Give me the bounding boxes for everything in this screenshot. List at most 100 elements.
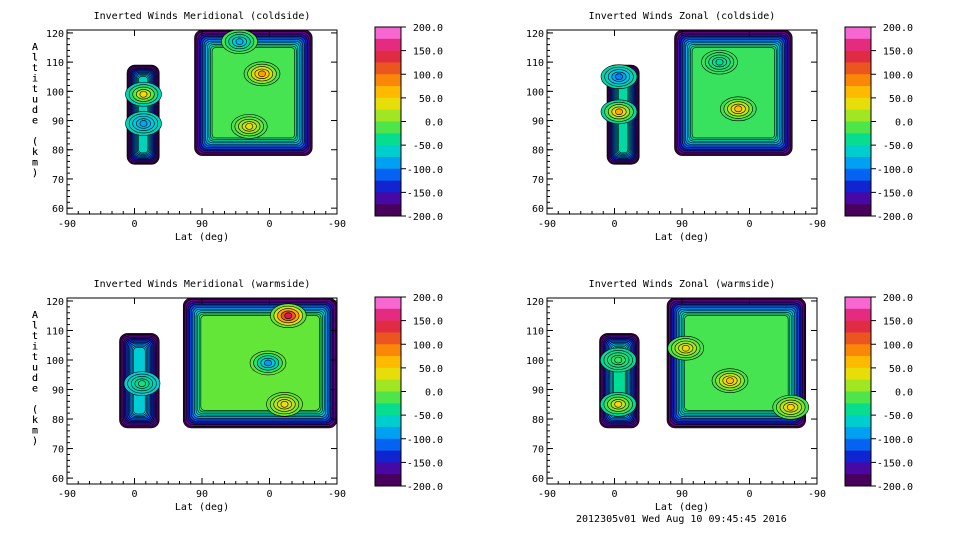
contour-regions <box>125 30 313 165</box>
colorbar-tick-label: 0.0 <box>425 118 443 129</box>
y-tick-label: 120 <box>46 29 64 40</box>
y-tick-label: 70 <box>532 445 544 456</box>
colorbar-tick-label: 150.0 <box>413 317 443 328</box>
x-tick-label: 0 <box>266 489 272 500</box>
x-tick-label: 0 <box>266 219 272 230</box>
colorbar-tick-label: -50.0 <box>883 411 913 422</box>
y-tick-label: 110 <box>526 58 544 69</box>
colorbar-tick-label: 200.0 <box>413 293 443 304</box>
colorbar-segment <box>845 474 871 487</box>
y-axis-label-char: l <box>32 321 38 332</box>
y-axis-label-char: t <box>32 84 38 95</box>
y-axis-label-char <box>32 394 38 405</box>
y-axis-label-char: u <box>32 363 38 374</box>
chart-title: Inverted Winds Zonal (coldside) <box>589 11 776 22</box>
x-tick-label: 0 <box>611 219 617 230</box>
colorbar-segment <box>375 391 401 404</box>
x-tick-label: -90 <box>808 219 826 230</box>
colorbar-tick-label: 50.0 <box>889 364 913 375</box>
contour-feature-1 <box>138 380 146 387</box>
y-axis-label-char: i <box>32 74 38 85</box>
chart-title: Inverted Winds Meridional (coldside) <box>94 11 311 22</box>
colorbar-segment <box>845 438 871 451</box>
contour-feature-2 <box>715 58 724 66</box>
contour-region-1 <box>125 64 162 165</box>
y-tick-label: 110 <box>526 326 544 337</box>
contour-region-1 <box>599 333 640 429</box>
y-axis-label-char: t <box>32 63 38 74</box>
colorbar-segment <box>375 426 401 440</box>
colorbar-segment <box>375 192 401 205</box>
colorbar-segment <box>375 379 401 392</box>
y-tick-label: 100 <box>526 87 544 98</box>
y-tick-label: 70 <box>52 175 64 186</box>
colorbar-tick-label: -150.0 <box>877 458 913 469</box>
y-tick-label: 60 <box>52 204 64 215</box>
contour-regions <box>119 298 337 429</box>
colorbar-segment <box>845 204 871 217</box>
colorbar-segment <box>375 403 401 416</box>
chart-title: Inverted Winds Meridional (warmside) <box>94 279 311 290</box>
y-tick-label: 100 <box>46 356 64 367</box>
contour-feature-2 <box>786 403 795 411</box>
colorbar-segment <box>375 109 401 122</box>
colorbar-tick-label: -150.0 <box>407 458 443 469</box>
y-tick-label: 120 <box>46 297 64 308</box>
colorbar-segment <box>375 86 401 99</box>
y-axis-label-char: m <box>32 426 38 437</box>
y-axis-label-char: ( <box>32 405 38 416</box>
colorbar-segment <box>845 356 871 369</box>
colorbar-segment <box>845 156 871 170</box>
colorbar-tick-label: -150.0 <box>407 188 443 199</box>
y-axis-label-char: m <box>32 158 38 169</box>
colorbar-segment <box>845 109 871 122</box>
colorbar-tick-label: 100.0 <box>413 340 443 351</box>
contour-feature-2 <box>245 123 254 130</box>
colorbar-segment <box>845 297 871 310</box>
y-axis-label-char: i <box>32 74 38 85</box>
colorbar-segment <box>845 27 871 40</box>
x-axis-label: Lat (deg) <box>175 502 229 513</box>
contour-feature-1 <box>139 90 148 98</box>
contour-feature-2 <box>139 120 148 127</box>
colorbar-segment <box>375 121 401 134</box>
y-tick-label: 60 <box>532 474 544 485</box>
y-axis-label-char <box>32 126 38 137</box>
y-tick-label: 110 <box>46 326 64 337</box>
contour-region-2 <box>194 30 313 156</box>
y-tick-label: 60 <box>52 474 64 485</box>
colorbar-segment <box>845 320 871 333</box>
colorbar-tick-label: 100.0 <box>883 70 913 81</box>
colorbar-segment <box>375 320 401 333</box>
y-axis-label-char: ) <box>32 436 38 447</box>
colorbar-tick-label: 200.0 <box>883 23 913 34</box>
y-axis-label-char: d <box>32 373 38 384</box>
colorbar-tick-label: 150.0 <box>883 317 913 328</box>
colorbar-tick-label: -200.0 <box>877 212 913 223</box>
contour-feature-2 <box>615 73 623 81</box>
contour-regions <box>599 298 810 429</box>
contour-feature-1 <box>726 377 734 384</box>
colorbar-segment <box>375 308 401 321</box>
colorbar-segment <box>375 145 401 158</box>
y-tick-label: 90 <box>52 386 64 397</box>
colorbar-segment <box>845 426 871 440</box>
y-axis-label-char: t <box>32 331 38 342</box>
y-tick-label: 70 <box>52 445 64 456</box>
y-axis-label-char: m <box>32 426 38 437</box>
y-tick-label: 80 <box>52 146 64 157</box>
x-tick-label: -90 <box>538 489 556 500</box>
footer-timestamp: 2012305v01 Wed Aug 10 09:45:45 2016 <box>576 514 787 525</box>
y-tick-label: 80 <box>532 415 544 426</box>
colorbar-tick-label: 0.0 <box>895 118 913 129</box>
colorbar-tick-label: 150.0 <box>883 47 913 58</box>
contour-region-2 <box>674 30 793 156</box>
contour-feature-1 <box>614 400 623 408</box>
colorbar-tick-label: 0.0 <box>425 388 443 399</box>
colorbar-segment <box>375 450 401 463</box>
y-axis-label-char: u <box>32 363 38 374</box>
y-axis-label-char: A <box>32 310 38 321</box>
